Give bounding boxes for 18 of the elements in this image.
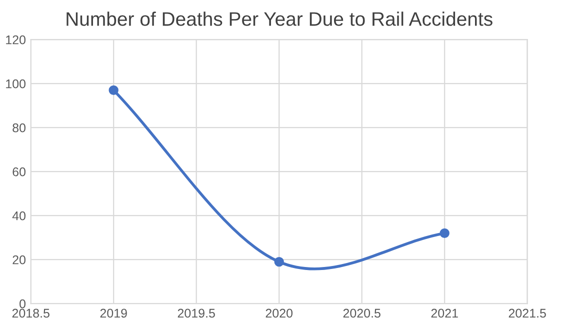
point [440, 228, 450, 238]
point [108, 85, 118, 96]
y-tick-label: 100 [6, 79, 26, 88]
y-tick-label: 0 [20, 299, 26, 308]
point [274, 256, 284, 267]
x-tick-label: 2021.5 [508, 308, 546, 318]
x-tick-label: 2020 [266, 308, 293, 318]
x-tick-label: 2018.5 [12, 308, 50, 318]
y-tick-label: 20 [12, 255, 26, 264]
y-tick-label: 120 [6, 35, 26, 44]
chart-title: Number of Deaths Per Year Due to Rail Accidents [66, 12, 492, 26]
y-tick-label: 80 [12, 123, 26, 132]
y-tick-label: 40 [12, 211, 26, 220]
x-tick-label: 2020.5 [343, 308, 380, 318]
x-tick-label: 2021 [431, 308, 458, 318]
x-tick-label: 2019 [100, 308, 127, 318]
y-tick-label: 60 [12, 167, 26, 176]
x-tick-label: 2019.5 [178, 308, 215, 318]
